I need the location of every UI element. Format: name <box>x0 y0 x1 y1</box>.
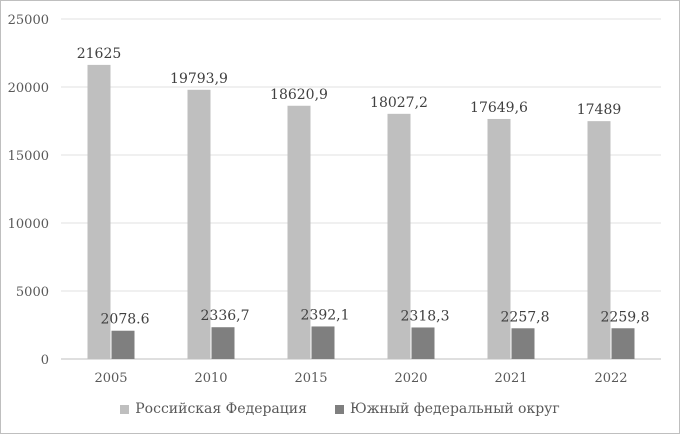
bar-rf <box>87 64 111 360</box>
bar-rf <box>387 113 411 359</box>
bar-yufo <box>111 330 135 359</box>
data-label-rf: 17649,6 <box>470 100 528 116</box>
y-tick-label: 15000 <box>8 149 49 164</box>
x-tick-label: 2015 <box>294 371 327 386</box>
legend-label-yufo: Южный федеральный округ <box>349 401 560 417</box>
bar-rf <box>587 121 611 359</box>
data-label-rf: 18027,2 <box>370 95 428 111</box>
gridlines <box>61 18 661 360</box>
y-tick-label: 20000 <box>8 81 49 96</box>
x-tick-label: 2010 <box>194 371 227 386</box>
y-tick-label: 10000 <box>8 217 49 232</box>
bar-yufo <box>411 327 435 359</box>
bar-rf <box>487 118 511 359</box>
legend-label-rf: Российская Федерация <box>135 401 307 417</box>
bar-yufo <box>311 326 335 359</box>
x-tick-label: 2022 <box>594 371 627 386</box>
legend: Российская Федерация Южный федеральный о… <box>1 401 679 417</box>
bar-yufo <box>611 328 635 359</box>
data-label-yufo: 2257,8 <box>501 309 550 325</box>
bar-yufo <box>511 328 535 359</box>
data-label-yufo: 2318,3 <box>401 308 450 324</box>
data-label-yufo: 2259,8 <box>601 309 650 325</box>
data-labels: 21625 2078.6 19793,9 2336,7 18620,9 2392,1 180… <box>77 46 650 328</box>
bars <box>87 64 635 360</box>
legend-item-rf: Российская Федерация <box>120 401 307 417</box>
x-axis-ticks: 2005 2010 2015 2020 2021 2022 <box>94 371 627 386</box>
y-tick-label: 25000 <box>8 13 49 28</box>
x-tick-label: 2005 <box>94 371 127 386</box>
x-tick-label: 2021 <box>494 371 527 386</box>
data-label-yufo: 2336,7 <box>201 308 250 324</box>
legend-swatch-rf <box>120 404 130 414</box>
data-label-yufo: 2392,1 <box>301 307 350 323</box>
bar-rf <box>287 105 311 359</box>
bar-rf <box>187 89 211 359</box>
y-tick-label: 5000 <box>16 285 49 300</box>
y-axis-ticks: 0 5000 10000 15000 20000 25000 <box>8 13 49 368</box>
bar-yufo <box>211 327 235 359</box>
data-label-rf: 19793,9 <box>170 71 228 87</box>
data-label-rf: 18620,9 <box>270 87 328 103</box>
data-label-rf: 17489 <box>577 102 622 118</box>
legend-item-yufo: Южный федеральный округ <box>334 401 560 417</box>
data-label-rf: 21625 <box>77 46 122 62</box>
y-tick-label: 0 <box>41 353 49 368</box>
legend-swatch-yufo <box>334 404 344 414</box>
bar-chart: 0 5000 10000 15000 20000 25000 21625 2078.6 197… <box>8 13 661 386</box>
data-label-yufo: 2078.6 <box>101 312 150 328</box>
x-tick-label: 2020 <box>394 371 427 386</box>
